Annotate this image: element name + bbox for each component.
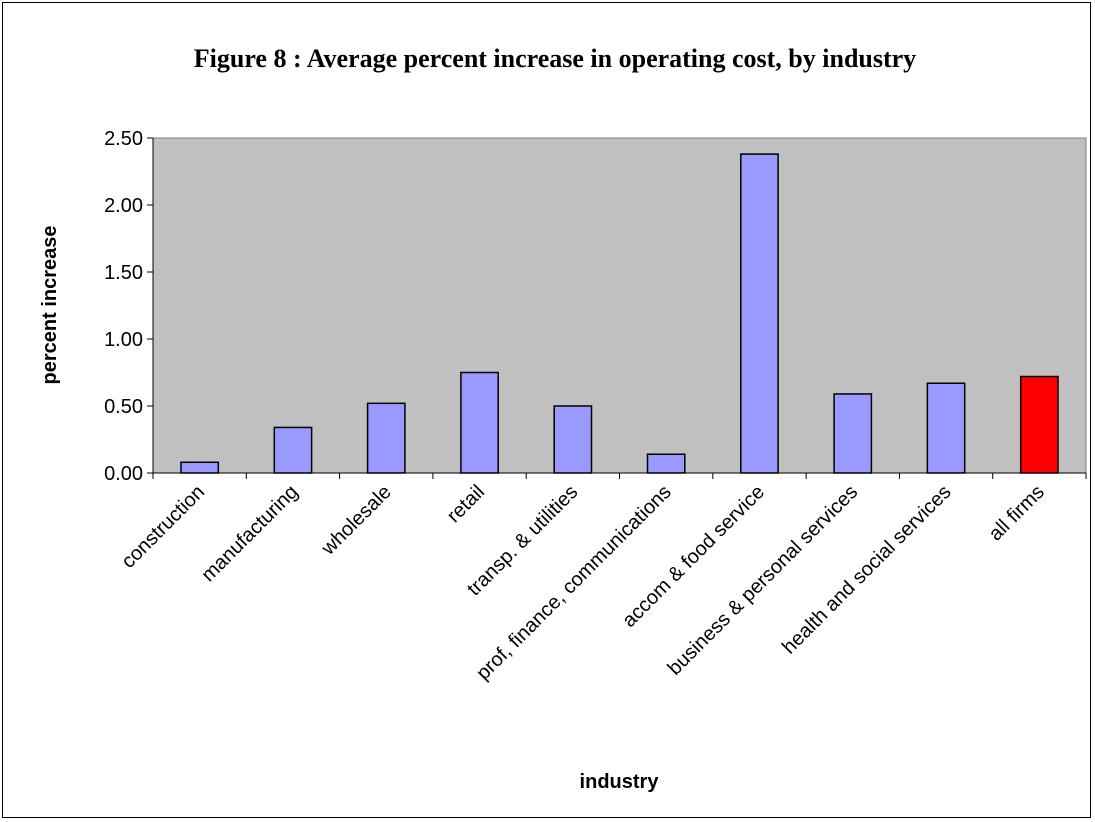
x-category-label: wholesale (317, 481, 396, 560)
y-tick-label: 2.00 (104, 195, 143, 217)
bar-wholesale (366, 402, 406, 474)
x-category-label: retail (443, 481, 489, 527)
bar-construction (180, 461, 220, 474)
bar-retail (460, 371, 499, 474)
bar-all-firms (1019, 375, 1059, 474)
x-category-label: construction (117, 481, 209, 573)
y-axis: 0.00 0.50 1.00 1.50 2.00 2.50 (104, 128, 154, 485)
x-category-label: business & personal services (664, 481, 863, 680)
y-tick-label: 0.00 (104, 463, 143, 485)
y-tick-label: 2.50 (104, 128, 143, 150)
y-tick-label: 1.50 (104, 262, 143, 284)
y-axis-title: percent increase (39, 226, 61, 385)
bar-prof-finance-communications (646, 453, 686, 474)
chart-title: Figure 8 : Average percent increase in o… (194, 44, 916, 73)
y-tick-label: 1.00 (104, 329, 143, 351)
y-tick-label: 0.50 (104, 396, 143, 418)
bar-business-personal-services (833, 393, 873, 474)
x-category-label: prof, finance, communications (472, 481, 675, 684)
bar-accom-food-service (740, 153, 779, 474)
bar-manufacturing (273, 426, 313, 474)
x-axis-title: industry (580, 771, 660, 793)
x-category-label: manufacturing (197, 481, 302, 586)
bars-group (180, 153, 1059, 474)
x-category-label: all firms (985, 481, 1049, 545)
bar-transp-utilities (553, 405, 593, 474)
bar-health-and-social-services (926, 382, 966, 474)
x-category-label: health and social services (778, 481, 955, 658)
